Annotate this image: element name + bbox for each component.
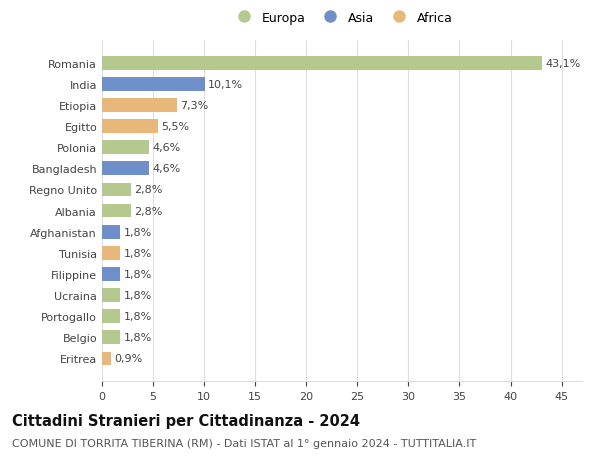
Bar — [102, 141, 149, 155]
Bar — [102, 162, 149, 176]
Bar — [102, 246, 121, 260]
Bar — [102, 225, 121, 239]
Text: 2,8%: 2,8% — [134, 185, 162, 195]
Text: COMUNE DI TORRITA TIBERINA (RM) - Dati ISTAT al 1° gennaio 2024 - TUTTITALIA.IT: COMUNE DI TORRITA TIBERINA (RM) - Dati I… — [12, 438, 476, 448]
Text: 2,8%: 2,8% — [134, 206, 162, 216]
Text: 1,8%: 1,8% — [124, 227, 152, 237]
Bar — [102, 78, 205, 91]
Text: 1,8%: 1,8% — [124, 312, 152, 321]
Text: 5,5%: 5,5% — [161, 122, 190, 132]
Text: Cittadini Stranieri per Cittadinanza - 2024: Cittadini Stranieri per Cittadinanza - 2… — [12, 413, 360, 428]
Bar — [102, 352, 111, 365]
Bar — [102, 331, 121, 344]
Bar — [102, 183, 131, 197]
Text: 1,8%: 1,8% — [124, 269, 152, 280]
Text: 1,8%: 1,8% — [124, 248, 152, 258]
Text: 43,1%: 43,1% — [545, 59, 580, 68]
Text: 4,6%: 4,6% — [152, 164, 180, 174]
Bar — [102, 204, 131, 218]
Text: 4,6%: 4,6% — [152, 143, 180, 153]
Text: 10,1%: 10,1% — [208, 80, 244, 90]
Bar — [102, 268, 121, 281]
Text: 1,8%: 1,8% — [124, 291, 152, 301]
Legend: Europa, Asia, Africa: Europa, Asia, Africa — [227, 7, 458, 30]
Text: 1,8%: 1,8% — [124, 333, 152, 342]
Text: 7,3%: 7,3% — [179, 101, 208, 111]
Bar — [102, 289, 121, 302]
Bar — [102, 310, 121, 324]
Bar — [102, 120, 158, 134]
Bar — [102, 99, 176, 112]
Text: 0,9%: 0,9% — [114, 354, 143, 364]
Bar — [102, 57, 542, 70]
